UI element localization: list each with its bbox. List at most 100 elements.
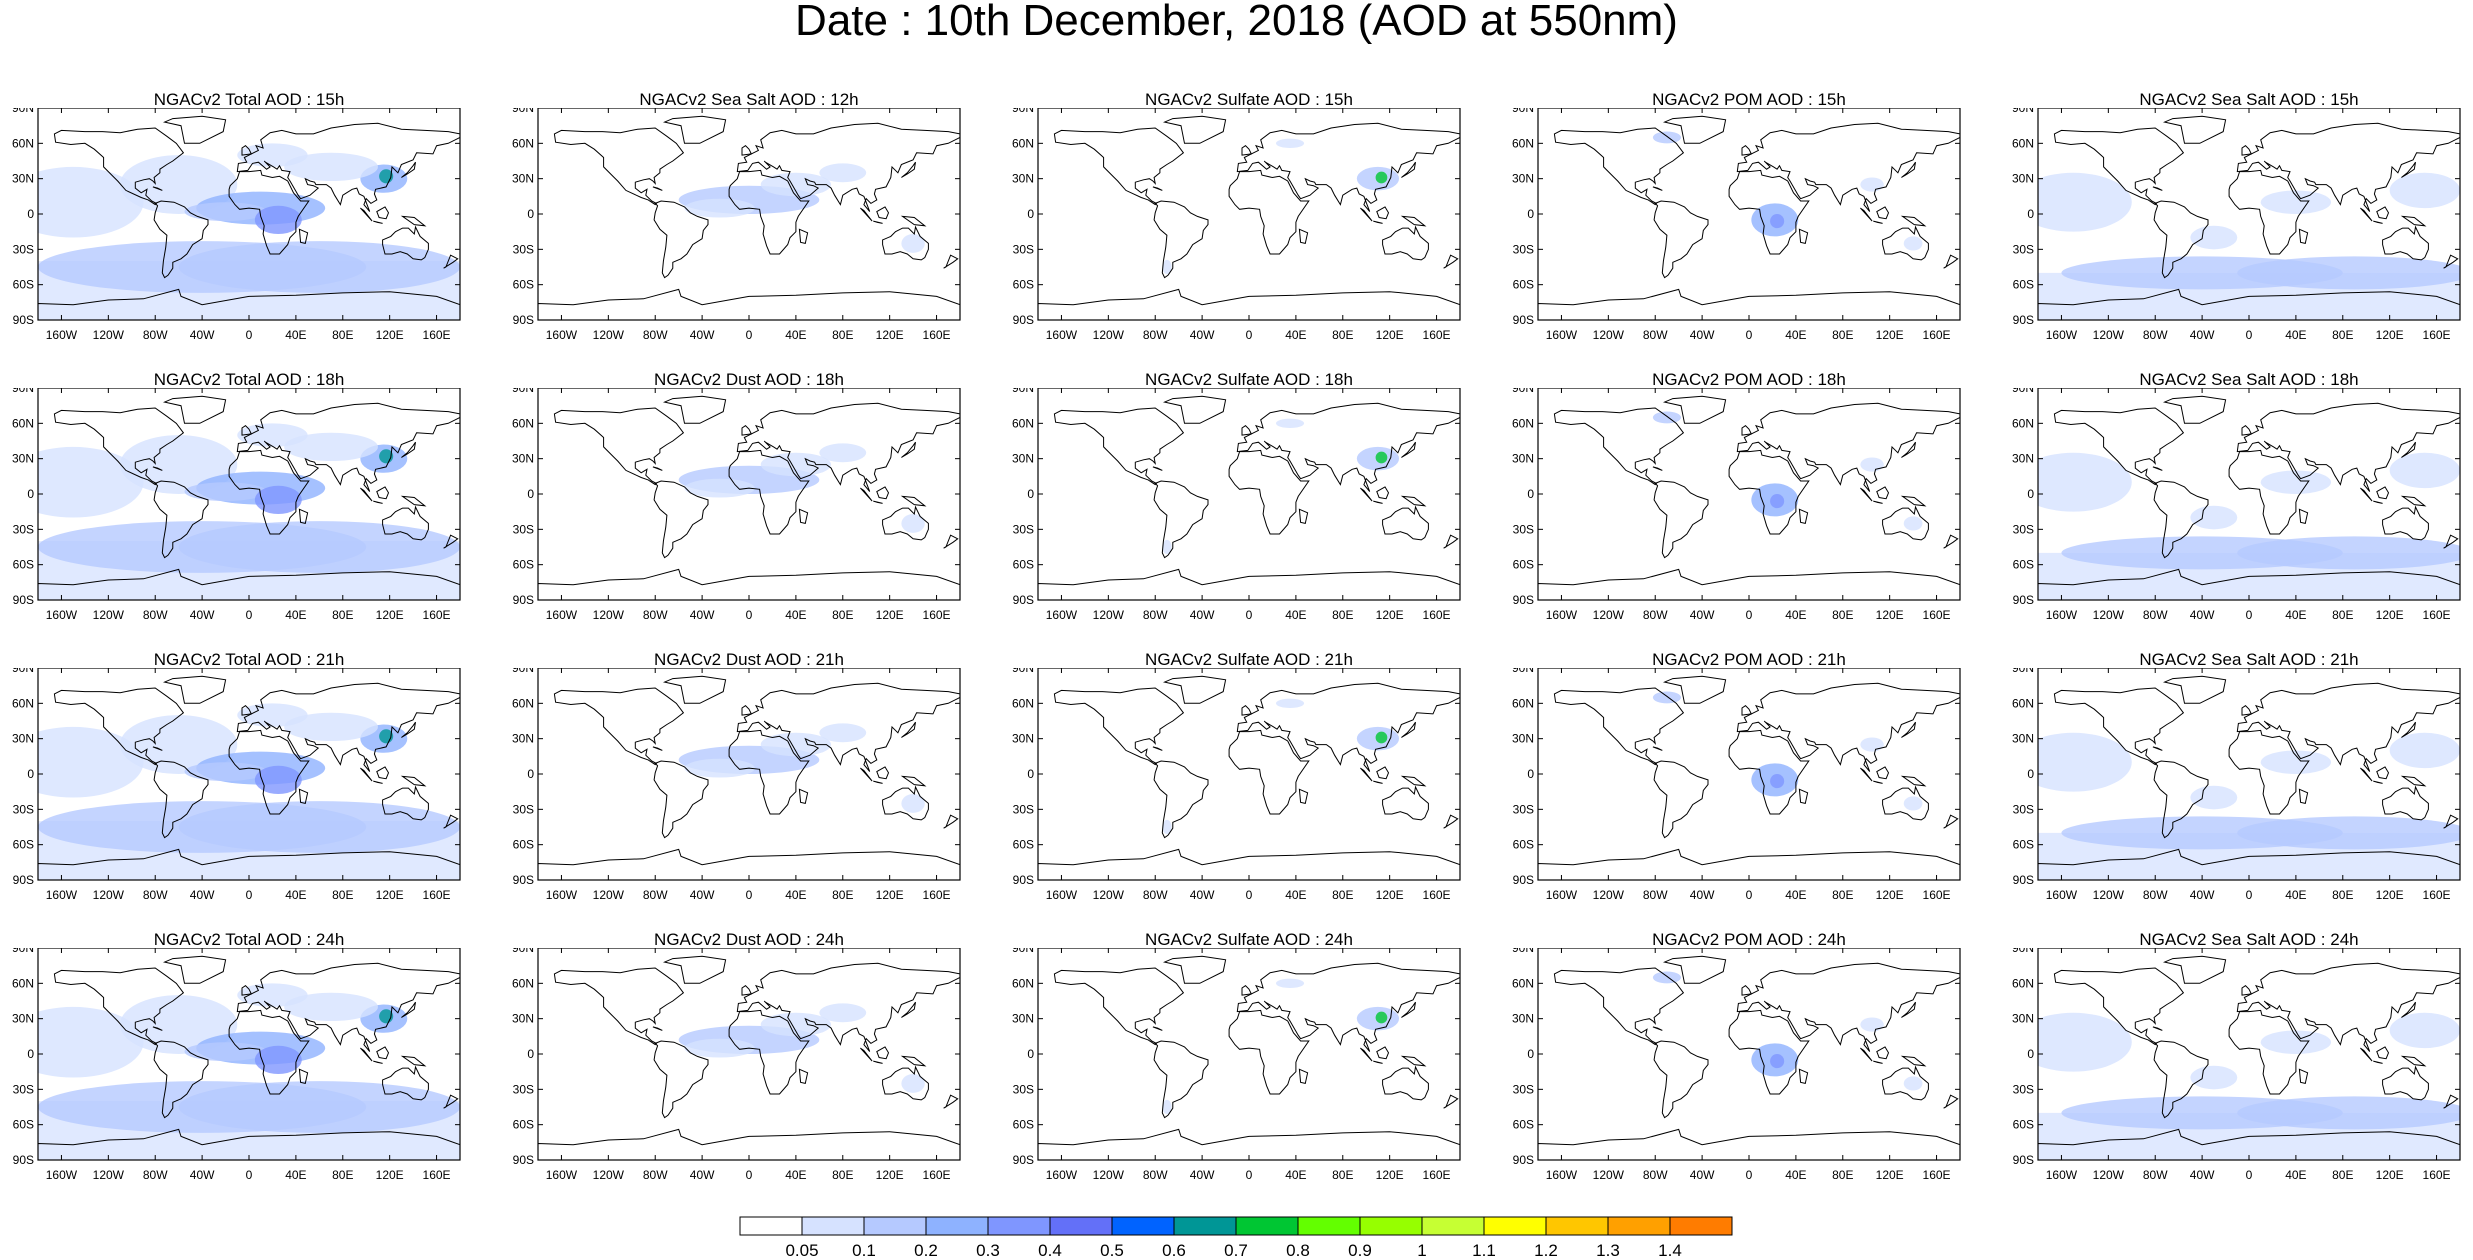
lat-tick-label: 60S bbox=[1513, 1118, 1534, 1132]
lon-tick-label: 120E bbox=[1376, 1168, 1404, 1182]
aerosol-field bbox=[1860, 457, 1884, 472]
coastline bbox=[876, 766, 890, 780]
coastline bbox=[652, 746, 663, 751]
coastline bbox=[162, 115, 227, 144]
coastline bbox=[373, 1060, 383, 1064]
coastline bbox=[1943, 534, 1959, 549]
aerosol-field bbox=[1275, 978, 1305, 989]
lon-tick-label: 0 bbox=[2246, 1168, 2253, 1182]
coastline bbox=[1152, 746, 1163, 751]
coastline bbox=[152, 466, 163, 471]
coastline bbox=[943, 1094, 959, 1109]
colorbar-label: 1.1 bbox=[1472, 1241, 1496, 1260]
coastline bbox=[882, 225, 929, 261]
coastline bbox=[1860, 767, 1873, 782]
coastline bbox=[1053, 407, 1185, 486]
lon-tick-label: 160W bbox=[546, 328, 578, 342]
lat-tick-label: 0 bbox=[1527, 207, 1534, 221]
coastline bbox=[1882, 225, 1929, 261]
coastline bbox=[1401, 721, 1416, 738]
lon-tick-label: 0 bbox=[246, 328, 253, 342]
coastline bbox=[882, 505, 929, 541]
lat-tick-label: 60S bbox=[1513, 558, 1534, 572]
coastline bbox=[1298, 228, 1309, 245]
coastline bbox=[1741, 425, 1753, 436]
lon-tick-label: 120W bbox=[93, 1168, 125, 1182]
map-panel: NGACv2 Sea Salt AOD : 15h 90N 60N 30N 0 30S 60… bbox=[2000, 90, 2473, 352]
coastline bbox=[873, 500, 883, 504]
colorbar-label: 0.1 bbox=[852, 1241, 876, 1260]
lon-tick-label: 160E bbox=[1423, 328, 1451, 342]
coastline bbox=[2162, 115, 2227, 144]
coastline bbox=[373, 780, 383, 784]
panel-title: NGACv2 Sulfate AOD : 21h bbox=[1145, 650, 1353, 669]
coastline bbox=[2401, 1001, 2416, 1018]
coastline bbox=[2038, 848, 2460, 880]
coastline bbox=[298, 788, 309, 805]
coastline bbox=[1736, 122, 1960, 212]
coastline bbox=[1376, 766, 1390, 780]
aerosol-field bbox=[38, 1006, 144, 1078]
coastline bbox=[1741, 985, 1753, 996]
lon-tick-label: 40E bbox=[1785, 608, 1806, 622]
lat-tick-label: 90S bbox=[13, 313, 34, 327]
coastline bbox=[2153, 480, 2209, 559]
colorbar-label: 1.2 bbox=[1534, 1241, 1558, 1260]
lon-tick-label: 40E bbox=[285, 888, 306, 902]
coastline bbox=[1741, 705, 1753, 716]
coastline bbox=[2152, 186, 2163, 191]
lat-tick-label: 0 bbox=[2027, 207, 2034, 221]
coastline bbox=[1553, 127, 1685, 206]
coastline bbox=[1152, 1026, 1163, 1031]
lon-tick-label: 80E bbox=[2332, 1168, 2353, 1182]
aerosol-field bbox=[38, 726, 144, 798]
map-panel: NGACv2 POM AOD : 24h 90N 60N 30N 0 30S 60S 90S 1… bbox=[1500, 930, 2000, 1192]
coastline bbox=[382, 785, 429, 821]
aerosol-field bbox=[2237, 1096, 2460, 1130]
lon-tick-label: 80W bbox=[2143, 888, 2168, 902]
aerosol-field bbox=[1770, 494, 1785, 509]
lat-tick-label: 60N bbox=[12, 976, 34, 990]
lon-tick-label: 0 bbox=[1746, 608, 1753, 622]
lat-tick-label: 30N bbox=[2012, 1012, 2034, 1026]
lon-tick-label: 120W bbox=[593, 888, 625, 902]
coastline bbox=[1798, 508, 1809, 525]
aerosol-field bbox=[1652, 691, 1682, 704]
world-map: 90N 60N 30N 0 30S 60S 90S 160W 120W 80W 40W 0 40E 80E… bbox=[1012, 108, 1461, 342]
lon-tick-label: 120W bbox=[1093, 1168, 1125, 1182]
lat-tick-label: 90N bbox=[2012, 388, 2034, 395]
lon-tick-label: 120E bbox=[1876, 888, 1904, 902]
aerosol-field bbox=[254, 205, 302, 235]
lon-tick-label: 80W bbox=[143, 888, 168, 902]
coastline bbox=[860, 207, 873, 222]
lon-tick-label: 40W bbox=[2190, 328, 2215, 342]
coastline bbox=[2153, 760, 2209, 839]
coastline bbox=[38, 848, 460, 880]
lat-tick-label: 90N bbox=[1512, 668, 1534, 675]
lon-tick-label: 120W bbox=[1593, 888, 1625, 902]
aerosol-field bbox=[178, 241, 460, 293]
lon-tick-label: 80E bbox=[1332, 888, 1353, 902]
coastline bbox=[653, 760, 709, 839]
coastline bbox=[38, 1128, 460, 1160]
lon-tick-label: 40W bbox=[690, 1168, 715, 1182]
coastline bbox=[443, 534, 459, 549]
aerosol-field bbox=[1275, 698, 1305, 709]
panel-title: NGACv2 Sea Salt AOD : 21h bbox=[2139, 650, 2359, 669]
lon-tick-label: 160W bbox=[2046, 608, 2078, 622]
lon-tick-label: 80W bbox=[1143, 608, 1168, 622]
coastline bbox=[2228, 729, 2310, 815]
colorbar-swatch bbox=[801, 1216, 865, 1236]
coastline bbox=[2298, 788, 2309, 805]
coastline bbox=[1400, 215, 1427, 227]
aerosol-field bbox=[1275, 138, 1305, 149]
colorbar-label: 1.4 bbox=[1658, 1241, 1682, 1260]
coastline bbox=[1360, 767, 1373, 782]
lon-tick-label: 80E bbox=[1332, 328, 1353, 342]
coastline bbox=[553, 687, 685, 766]
coastline bbox=[1382, 225, 1429, 261]
aerosol-field bbox=[819, 1003, 867, 1023]
aerosol-field bbox=[38, 446, 144, 518]
lat-tick-label: 90N bbox=[12, 388, 34, 395]
aerosol-field bbox=[2260, 750, 2332, 774]
